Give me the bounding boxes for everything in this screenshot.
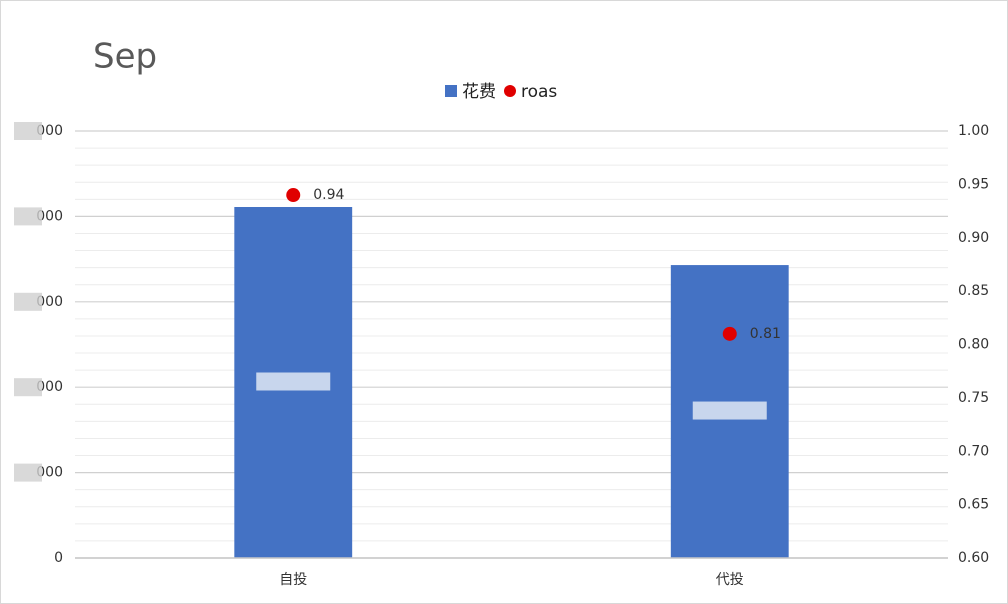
y-tick-label: 000 bbox=[36, 294, 63, 310]
y-tick-label: 000 bbox=[36, 465, 63, 481]
data-label: 0.94 bbox=[313, 187, 344, 203]
blurred-digits bbox=[14, 292, 42, 311]
y2-tick-label: 0.90 bbox=[958, 230, 989, 246]
legend-label: roas bbox=[521, 82, 557, 102]
y2-tick-label: 0.85 bbox=[958, 283, 989, 299]
x-tick-label: 自投 bbox=[279, 572, 307, 588]
blurred-digits bbox=[14, 207, 42, 226]
y2-tick-label: 1.00 bbox=[958, 123, 989, 139]
y2-tick-label: 0.70 bbox=[958, 443, 989, 459]
x-tick-label: 代投 bbox=[716, 572, 744, 588]
y2-tick-label: 0.65 bbox=[958, 497, 989, 513]
y2-tick-label: 0.75 bbox=[958, 390, 989, 406]
y-tick-label: 000 bbox=[36, 208, 63, 224]
y2-tick-label: 0.95 bbox=[958, 176, 989, 192]
legend-swatch bbox=[445, 85, 457, 97]
blurred-digits bbox=[14, 378, 42, 397]
data-label: 0.81 bbox=[750, 326, 781, 342]
blurred-label bbox=[692, 401, 767, 420]
chart-title: Sep bbox=[93, 37, 157, 77]
y-tick-label: 000 bbox=[36, 123, 63, 139]
legend-label: 花费 bbox=[462, 82, 496, 102]
blurred-digits bbox=[14, 122, 42, 140]
y-tick-label: 0 bbox=[54, 550, 63, 566]
blurred-digits bbox=[14, 463, 42, 482]
y-tick-label: 000 bbox=[36, 379, 63, 395]
y2-tick-label: 0.80 bbox=[958, 337, 989, 353]
legend: 花费 roas bbox=[445, 82, 557, 102]
legend-swatch bbox=[504, 85, 516, 97]
blurred-label bbox=[256, 372, 331, 391]
y2-tick-label: 0.60 bbox=[958, 550, 989, 566]
point bbox=[722, 326, 737, 341]
point bbox=[286, 188, 301, 203]
